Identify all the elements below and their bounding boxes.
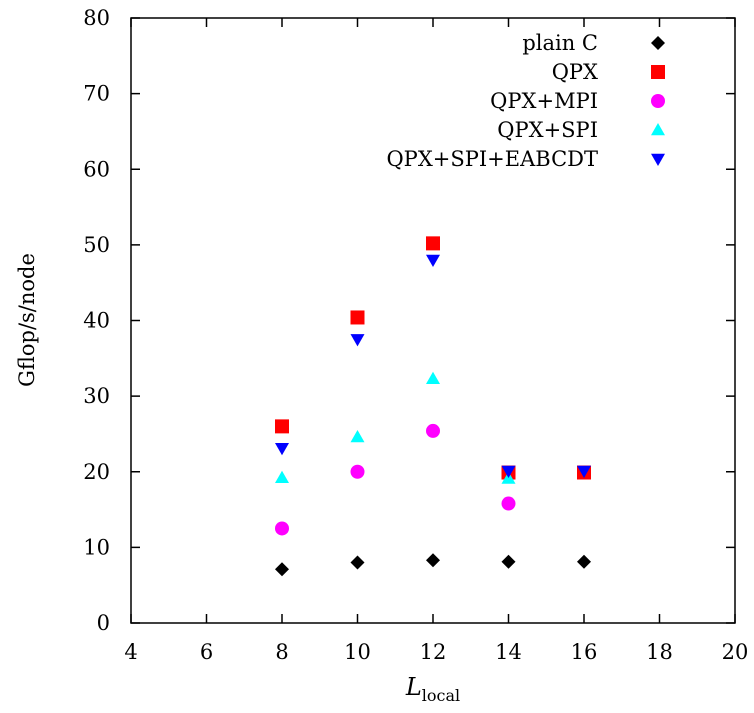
data-point bbox=[577, 465, 591, 478]
legend-marker bbox=[651, 123, 665, 136]
y-tick-label: 10 bbox=[83, 535, 110, 559]
legend-marker bbox=[651, 36, 665, 50]
x-tick-label: 6 bbox=[200, 640, 213, 664]
data-point bbox=[275, 470, 289, 484]
data-point bbox=[501, 465, 516, 478]
legend: plain C QPX QPX+MPI QPX+SPI QPX+SPI+EABCDT bbox=[386, 31, 665, 171]
x-axis-label-sub: local bbox=[422, 686, 460, 705]
data-point bbox=[350, 334, 365, 347]
x-tick-label: 4 bbox=[124, 640, 137, 664]
data-point bbox=[275, 419, 289, 434]
series-4 bbox=[275, 254, 591, 478]
legend-label: QPX bbox=[552, 60, 598, 84]
plot-frame bbox=[130, 17, 736, 624]
y-tick-label: 60 bbox=[83, 157, 110, 181]
legend-marker bbox=[651, 94, 665, 108]
data-point bbox=[426, 236, 440, 251]
x-tick-label: 12 bbox=[420, 640, 447, 664]
data-point bbox=[350, 429, 365, 443]
y-tick-label: 80 bbox=[83, 6, 110, 30]
x-axis-label-main: L bbox=[405, 673, 422, 701]
data-point bbox=[275, 521, 289, 536]
x-tick-label: 18 bbox=[646, 640, 673, 664]
y-tick-label: 20 bbox=[83, 460, 110, 484]
y-tick-label: 50 bbox=[83, 233, 110, 257]
legend-label: QPX+SPI bbox=[497, 118, 598, 142]
data-point bbox=[577, 554, 591, 569]
y-tick-label: 70 bbox=[83, 82, 110, 106]
data-point bbox=[426, 254, 440, 267]
legend-marker bbox=[651, 153, 665, 166]
legend-label: QPX+MPI bbox=[490, 89, 598, 113]
data-point bbox=[426, 423, 440, 438]
x-tick-label: 10 bbox=[344, 640, 371, 664]
data-point bbox=[350, 555, 365, 570]
y-axis-label: Gflop/s/node bbox=[15, 253, 39, 387]
series-2 bbox=[275, 423, 516, 536]
data-point bbox=[426, 371, 440, 384]
x-axis-label: Llocal bbox=[405, 673, 460, 705]
legend-marker bbox=[651, 65, 665, 79]
x-tick-label: 16 bbox=[571, 640, 598, 664]
y-tick-label: 30 bbox=[83, 384, 110, 408]
data-point bbox=[501, 496, 516, 511]
data-point bbox=[275, 443, 289, 456]
series-1 bbox=[275, 236, 591, 480]
x-tick-label: 8 bbox=[275, 640, 288, 664]
y-tick-label: 40 bbox=[83, 309, 110, 333]
x-tick-label: 14 bbox=[495, 640, 522, 664]
y-tick-label: 0 bbox=[97, 611, 110, 635]
data-point bbox=[275, 562, 289, 577]
data-point bbox=[426, 553, 440, 568]
axis-ticks bbox=[130, 17, 736, 624]
legend-label: plain C bbox=[522, 31, 598, 55]
data-point bbox=[350, 464, 365, 479]
legend-label: QPX+SPI+EABCDT bbox=[386, 147, 598, 171]
tick-labels: 4 6 8 10 12 14 16 18 20 0 10 20 30 40 50 60 70 80 bbox=[83, 6, 748, 664]
data-points bbox=[275, 236, 591, 577]
series-0 bbox=[275, 553, 591, 577]
x-tick-label: 20 bbox=[722, 640, 749, 664]
data-point bbox=[501, 554, 516, 569]
data-point bbox=[350, 310, 365, 325]
series-3 bbox=[275, 371, 516, 484]
